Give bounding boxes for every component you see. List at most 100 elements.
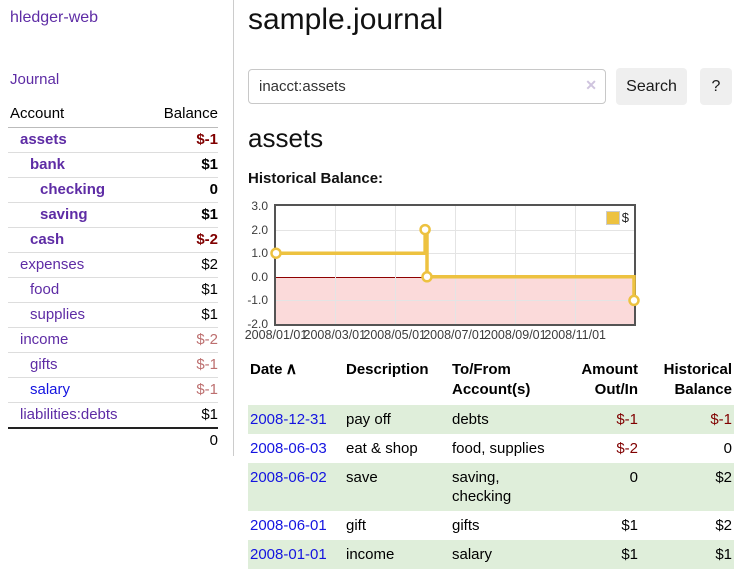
y-axis-tick-label: 2.0 [251,222,268,237]
x-axis-tick-label: 2008/07/01 [423,328,486,342]
balance-line [276,227,636,301]
x-axis-tick-label: 2008/03/01 [303,328,367,342]
brand-link[interactable]: hledger-web [10,9,99,26]
x-axis-tick-label: 2008/01/01 [244,328,308,342]
transaction-date-link[interactable]: 2008-06-03 [250,440,327,457]
transaction-amount: $1 [621,517,638,534]
account-balance: $-1 [196,381,218,398]
accounts-total-value: 0 [146,427,218,453]
account-row-supplies: supplies $1 [8,302,218,328]
account-link-checking[interactable]: checking [40,181,106,198]
search-button[interactable]: Search [616,68,687,105]
transaction-description: eat & shop [346,440,418,457]
balance-line-svg [270,223,640,307]
account-row-bank: bank $1 [8,152,218,178]
accounts-table: Account Balance assets $-1 bank $1 check… [8,102,218,453]
account-row-food: food $1 [8,277,218,303]
account-link-food[interactable]: food [30,281,60,298]
account-row-assets: assets $-1 [8,128,218,153]
y-axis-tick-label: 3.0 [251,199,268,213]
gridline-vertical [394,206,396,324]
x-axis-tick-label: 2008/09/01 [484,328,547,342]
transaction-amount: $1 [621,546,638,563]
sidebar: hledger-web Journal Account Balance asse… [0,0,234,456]
account-link-gifts[interactable]: gifts [30,356,58,373]
transaction-amount: 0 [629,469,638,486]
account-balance: $-2 [196,331,218,348]
gridline-vertical [515,206,517,324]
transaction-balance: $-1 [710,411,732,428]
account-balance: $1 [201,281,218,298]
register-header-amount: Amount Out/In [581,361,638,398]
accounts-header-balance: Balance [146,102,218,128]
register-row: 2008-06-02 save saving, checking 0 $2 [248,463,734,511]
chart-legend: $ [603,209,631,226]
transaction-date-link[interactable]: 2008-06-02 [250,469,327,486]
chart-heading: Historical Balance: [248,170,384,187]
account-link-salary[interactable]: salary [30,381,71,398]
search-input[interactable] [248,69,606,104]
transaction-balance: 0 [723,440,732,457]
register-header-balance: Historical Balance [663,361,732,398]
transaction-description: pay off [346,411,391,428]
account-link-expenses[interactable]: expenses [20,256,85,273]
account-balance: $1 [201,406,218,423]
account-link-assets[interactable]: assets [20,131,67,148]
account-balance: $2 [201,256,218,273]
accounts-header-row: Account Balance [8,102,218,128]
transaction-date-link[interactable]: 2008-06-01 [250,517,327,534]
historical-balance-chart: $ 3.0 2.0 1.0 0.0 -1.0 -2.0 2008/01/01 2008/03/… [244,199,734,349]
x-axis-tick-label: 2008/11/01 [544,328,607,342]
transaction-accounts: saving, checking [452,469,512,505]
register-row: 2008-06-03 eat & shop food, supplies $-2… [248,434,734,463]
register-row: 2008-06-01 gift gifts $1 $2 [248,511,734,540]
accounts-total-row: 0 [8,427,218,453]
account-link-liabilities-debts[interactable]: liabilities:debts [20,406,118,423]
page-title: sample.journal [248,3,444,36]
account-balance: $1 [201,156,218,173]
accounts-header-account: Account [8,102,147,128]
x-axis-tick-label: 2008/05/01 [363,328,426,342]
gridline-vertical [454,206,456,324]
account-balance: $-1 [196,356,218,373]
search-bar: ✕ Search ? [248,68,734,105]
transaction-date-link[interactable]: 2008-12-31 [250,411,327,428]
account-row-cash: cash $-2 [8,227,218,253]
account-row-liabilities-debts: liabilities:debts $1 [8,402,218,429]
account-link-cash[interactable]: cash [30,231,65,248]
data-point-marker [419,223,431,236]
register-row: 2008-12-31 pay off debts $-1 $-1 [248,405,734,434]
transaction-balance: $1 [715,546,732,563]
transaction-amount: $-1 [616,411,638,428]
account-link-income[interactable]: income [20,331,69,348]
account-balance: $-2 [196,231,218,248]
account-row-gifts: gifts $-1 [8,352,218,378]
legend-swatch [605,210,620,225]
transaction-description: save [346,469,378,486]
account-balance: $1 [201,206,218,223]
transaction-date-link[interactable]: 2008-01-01 [250,546,327,563]
account-link-saving[interactable]: saving [40,206,88,223]
account-heading: assets [248,123,324,153]
clear-icon[interactable]: ✕ [585,77,597,93]
account-balance: $1 [201,306,218,323]
register-header-accounts: To/From Account(s) [452,361,531,398]
account-row-income: income $-2 [8,327,218,353]
main-content: sample.journal ✕ Search ? assets Histori… [244,0,734,582]
y-axis-tick-label: 1.0 [251,246,268,261]
register-header-description: Description [346,361,429,378]
account-row-salary: salary $-1 [8,377,218,403]
account-row-expenses: expenses $2 [8,252,218,278]
y-axis-tick-label: 0.0 [251,269,268,284]
transaction-description: income [346,546,395,563]
transaction-description: gift [346,517,367,534]
account-link-supplies[interactable]: supplies [30,306,86,323]
sidebar-item-journal[interactable]: Journal [10,71,60,88]
sort-asc-icon: ∧ [285,361,298,378]
account-link-bank[interactable]: bank [30,156,66,173]
account-balance: $-1 [196,131,218,148]
help-button[interactable]: ? [700,68,732,105]
register-header-date[interactable]: Date ∧ [250,361,298,378]
y-axis-tick-label: -1.0 [247,293,268,308]
gridline-horizontal [276,253,634,255]
